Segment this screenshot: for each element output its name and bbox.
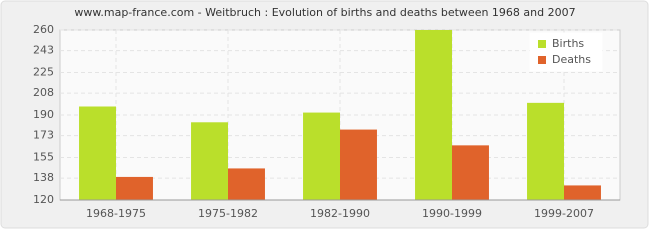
bar [564, 185, 601, 200]
x-tick-label: 1999-2007 [534, 207, 594, 220]
y-tick-label: 225 [33, 66, 54, 79]
chart: www.map-france.com - Weitbruch : Evoluti… [0, 0, 649, 229]
bar [228, 168, 265, 200]
bar [116, 176, 153, 200]
x-tick-label: 1990-1999 [422, 207, 482, 220]
bar [191, 122, 228, 200]
legend-swatch [538, 40, 546, 48]
x-tick-label: 1975-1982 [198, 207, 258, 220]
legend-swatch [538, 56, 546, 64]
y-tick-label: 243 [33, 44, 54, 57]
y-tick-label: 155 [33, 151, 54, 164]
bar [415, 30, 452, 200]
legend-label: Deaths [552, 53, 591, 66]
bar [79, 106, 116, 200]
bar [527, 102, 564, 200]
y-tick-label: 138 [33, 171, 54, 184]
bar [452, 145, 489, 200]
y-tick-label: 173 [33, 129, 54, 142]
x-tick-label: 1982-1990 [310, 207, 370, 220]
bar [303, 112, 340, 200]
legend-label: Births [552, 37, 584, 50]
y-tick-label: 190 [33, 108, 54, 121]
y-tick-label: 120 [33, 193, 54, 206]
bar [340, 129, 377, 200]
chart-title: www.map-france.com - Weitbruch : Evoluti… [74, 6, 575, 19]
y-tick-label: 260 [33, 23, 54, 36]
x-tick-label: 1968-1975 [86, 207, 146, 220]
y-tick-label: 208 [33, 86, 54, 99]
legend-box [529, 32, 603, 72]
